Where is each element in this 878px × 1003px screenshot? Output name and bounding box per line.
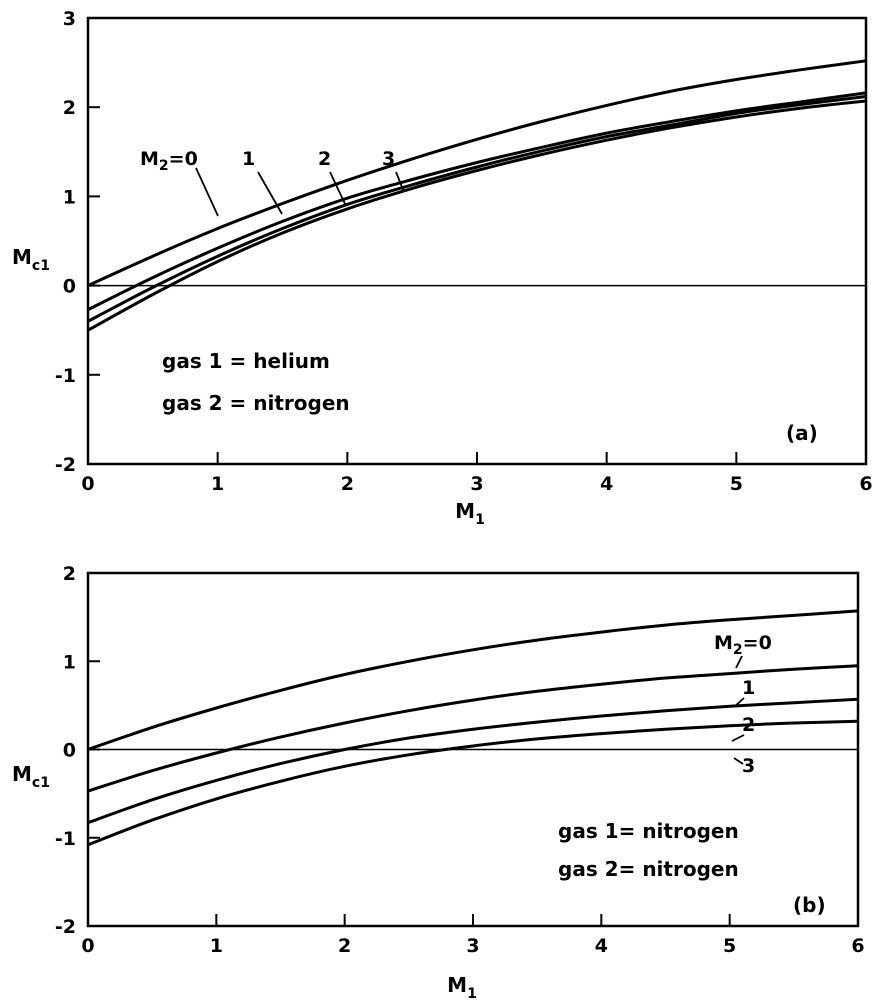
panel-a-x-axis-label: M1 <box>455 499 485 528</box>
panel-a-series-label-0: M2=0 <box>140 148 198 174</box>
panel-b-y-tick-label: 2 <box>63 563 76 585</box>
panel-b-x-tick-label: 0 <box>81 935 94 957</box>
panel-b-x-tick-label: 2 <box>338 935 351 957</box>
panel-a-panel-label: (a) <box>786 421 818 445</box>
panel-b-series-line-1 <box>87 664 859 793</box>
panel-a-series-label-2: 2 <box>318 148 331 170</box>
panel-a-x-tick-label: 3 <box>470 473 483 495</box>
panel-a-y-tick-label: 3 <box>63 8 76 30</box>
panel-a-x-tick-label: 4 <box>600 473 613 495</box>
panel-a-series-leader-0 <box>195 167 219 217</box>
panel-b-x-tick-label: 6 <box>851 935 864 957</box>
panel-b-series-line-2 <box>87 697 859 825</box>
panel-b-y-tick-label: 1 <box>63 651 76 673</box>
panel-b-x-tick-label: 5 <box>723 935 736 957</box>
panel-b-x-tick-label: 4 <box>595 935 608 957</box>
panel-b-x-tick-label: 3 <box>466 935 479 957</box>
panel-a-y-axis-label: Mc1 <box>12 245 50 274</box>
panel-a-y-tick-label: 1 <box>63 186 76 208</box>
panel-b-series-label-3: 3 <box>742 755 755 777</box>
panel-b-series-label-1: 1 <box>742 677 755 699</box>
panel-a-series-leader-1 <box>257 171 283 215</box>
panel-b-y-axis-label: Mc1 <box>12 762 50 791</box>
panel-a-series-line-0 <box>87 59 867 287</box>
panel-a-annotation-0: gas 1 = helium <box>162 349 330 373</box>
panel-a-y-tick-label: -2 <box>55 454 76 476</box>
panel-a-x-tick-label: 0 <box>81 473 94 495</box>
panel-b-annotation-0: gas 1= nitrogen <box>558 819 739 843</box>
panel-a-x-tick-label: 2 <box>341 473 354 495</box>
panel-a-series-leader-3 <box>395 171 405 193</box>
panel-b-y-tick-label: -1 <box>55 828 76 850</box>
panel-b-panel-label: (b) <box>793 893 826 917</box>
panel-b-series-label-0: M2=0 <box>714 632 772 658</box>
panel-a-y-tick-label: 2 <box>63 97 76 119</box>
panel-a-x-tick-label: 1 <box>211 473 224 495</box>
panel-b-annotation-1: gas 2= nitrogen <box>558 857 739 881</box>
panel-a-x-tick-label: 6 <box>859 473 872 495</box>
panel-a-series-label-1: 1 <box>242 148 255 170</box>
panel-a-series-line-1 <box>87 91 867 312</box>
panel-b-y-tick-label: 0 <box>63 740 76 762</box>
panel-a-annotation-1: gas 2 = nitrogen <box>162 391 350 415</box>
panel-a-x-tick-label: 5 <box>730 473 743 495</box>
panel-a-series-leader-2 <box>329 171 347 207</box>
panel-a-y-tick-label: 0 <box>63 276 76 298</box>
panel-b-series-leader-0 <box>735 655 743 669</box>
panel-a-series-label-3: 3 <box>382 148 395 170</box>
panel-b-series-leader-3 <box>733 757 744 765</box>
panel-b-series-line-3 <box>87 719 859 847</box>
panel-a-series-line-2 <box>87 95 867 323</box>
panel-b-series-line-0 <box>87 609 859 751</box>
panel-b-x-tick-label: 1 <box>210 935 223 957</box>
panel-a-y-tick-label: -1 <box>55 365 76 387</box>
panel-b-series-leader-2 <box>731 734 745 742</box>
panel-b-x-axis-label: M1 <box>447 973 477 1002</box>
panel-a-series-line-3 <box>87 99 867 332</box>
panel-b-y-tick-label: -2 <box>55 916 76 938</box>
